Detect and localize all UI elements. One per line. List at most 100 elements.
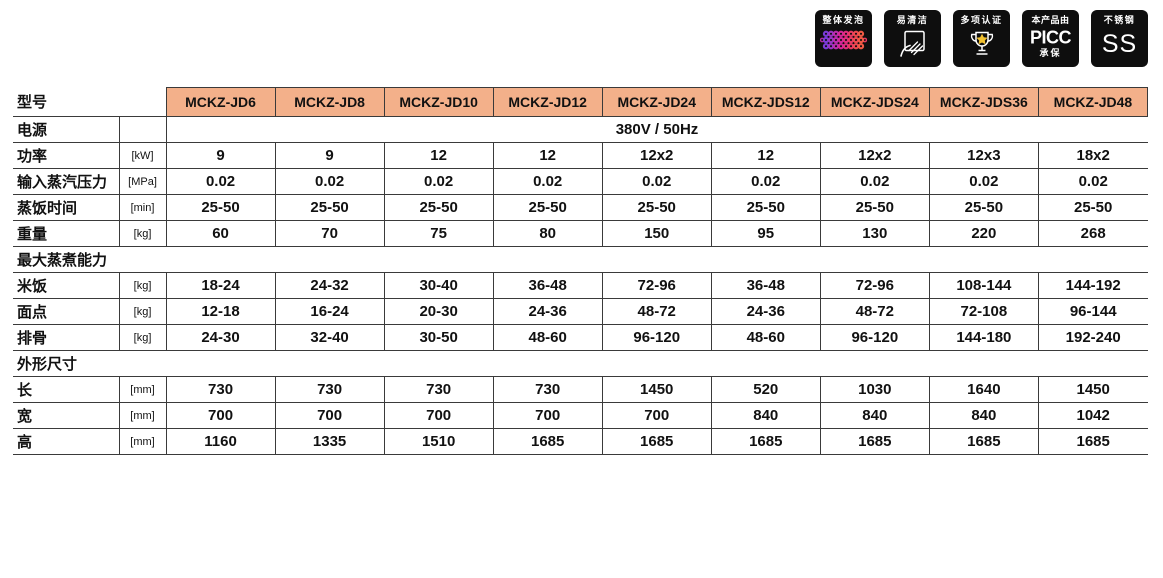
row-unit (118, 116, 167, 143)
cell-value: 700 (274, 402, 385, 429)
cell-value: 12 (710, 142, 821, 169)
cell-value: 25-50 (710, 194, 821, 221)
cell-value: 1450 (1037, 376, 1148, 403)
row-unit: [min] (118, 194, 167, 221)
row-label: 输入蒸汽压力 (13, 168, 119, 195)
table-row: 型号 MCKZ-JD6 MCKZ-JD8 MCKZ-JD10 MCKZ-JD12 MCKZ… (13, 87, 1149, 117)
cell-value: 0.02 (601, 168, 712, 195)
cell-value: 0.02 (274, 168, 385, 195)
wipe-clean-icon (899, 30, 925, 57)
cell-value: 12-18 (165, 298, 276, 325)
cell-value: 36-48 (492, 272, 603, 299)
spec-table: 型号 MCKZ-JD6 MCKZ-JD8 MCKZ-JD10 MCKZ-JD12 MCKZ… (13, 87, 1149, 455)
cell-value: 25-50 (928, 194, 1039, 221)
badge-stainless-steel: 不锈钢 SS (1091, 10, 1148, 67)
badge-certifications: 多项认证 (953, 10, 1010, 67)
table-row: 外形尺寸 (13, 350, 1148, 377)
cell-value: 1685 (710, 428, 821, 455)
cell-value: 0.02 (492, 168, 603, 195)
row-label: 高 (13, 428, 119, 455)
cell-value: 108-144 (928, 272, 1039, 299)
row-unit: [kW] (118, 142, 167, 169)
cell-value: 96-120 (601, 324, 712, 351)
cell-value: 96-120 (819, 324, 930, 351)
cell-value: 144-180 (928, 324, 1039, 351)
badge-label: 易清洁 (896, 15, 929, 25)
badge-picc-insurance: 本产品由 PICC 承保 (1022, 10, 1079, 67)
cell-value: 700 (383, 402, 494, 429)
row-label: 功率 (13, 142, 119, 169)
cell-value: 12x3 (928, 142, 1039, 169)
cell-value: 48-72 (819, 298, 930, 325)
cell-value: 0.02 (819, 168, 930, 195)
cell-value: 144-192 (1037, 272, 1148, 299)
cell-value: 25-50 (601, 194, 712, 221)
cell-value: 80 (492, 220, 603, 247)
cell-value: 220 (928, 220, 1039, 247)
cell-value: 1685 (928, 428, 1039, 455)
model-header-cell: MCKZ-JDS24 (819, 87, 930, 117)
cell-value: 25-50 (819, 194, 930, 221)
cell-value: 25-50 (492, 194, 603, 221)
row-unit: [mm] (118, 376, 167, 403)
cell-value: 36-48 (710, 272, 821, 299)
cell-value: 1685 (1037, 428, 1148, 455)
model-header-cell: MCKZ-JD10 (383, 87, 494, 117)
table-row: 排骨 [kg] 24-30 32-40 30-50 48-60 96-120 48-60 96-… (13, 324, 1148, 351)
cell-value: 0.02 (165, 168, 276, 195)
cell-value: 25-50 (1037, 194, 1148, 221)
badge-label: 不锈钢 (1103, 15, 1136, 25)
cell-value: 1685 (819, 428, 930, 455)
row-label: 米饭 (13, 272, 119, 299)
cell-value: 1042 (1037, 402, 1148, 429)
cell-value: 96-144 (1037, 298, 1148, 325)
table-row: 功率 [kW] 9 9 12 12 12x2 12 12x2 12x3 18x2 (13, 142, 1148, 169)
table-row: 长 [mm] 730 730 730 730 1450 520 1030 1640 1450 (13, 376, 1148, 403)
cell-value: 30-50 (383, 324, 494, 351)
cell-value: 1450 (601, 376, 712, 403)
cell-value: 840 (928, 402, 1039, 429)
cell-value: 20-30 (383, 298, 494, 325)
foam-dots-icon (820, 30, 867, 50)
cell-value: 9 (274, 142, 385, 169)
cell-value: 70 (274, 220, 385, 247)
cell-value: 60 (165, 220, 276, 247)
model-header-cell: MCKZ-JD12 (492, 87, 603, 117)
cell-value: 1160 (165, 428, 276, 455)
cell-value: 48-60 (710, 324, 821, 351)
cell-value: 72-108 (928, 298, 1039, 325)
badge-strip: 整体发泡 易清洁 (815, 10, 1148, 67)
table-row: 高 [mm] 1160 1335 1510 1685 1685 1685 1685 1685 168… (13, 428, 1148, 455)
cell-value: 24-30 (165, 324, 276, 351)
row-unit: [kg] (118, 272, 167, 299)
cell-value: 9 (165, 142, 276, 169)
model-header-cell: MCKZ-JD8 (274, 87, 385, 117)
badge-foam: 整体发泡 (815, 10, 872, 67)
cell-value: 700 (601, 402, 712, 429)
cell-value: 48-60 (492, 324, 603, 351)
row-label: 宽 (13, 402, 119, 429)
cell-value: 1030 (819, 376, 930, 403)
row-unit: [mm] (118, 402, 167, 429)
cell-value: 0.02 (383, 168, 494, 195)
table-row: 最大蒸煮能力 (13, 246, 1148, 273)
cell-value: 72-96 (601, 272, 712, 299)
cell-value: 0.02 (710, 168, 821, 195)
table-row: 宽 [mm] 700 700 700 700 700 840 840 840 1042 (13, 402, 1148, 429)
row-label: 蒸饭时间 (13, 194, 119, 221)
cell-value: 24-36 (492, 298, 603, 325)
cell-value: 150 (601, 220, 712, 247)
cell-value: 1335 (274, 428, 385, 455)
table-row: 输入蒸汽压力 [MPa] 0.02 0.02 0.02 0.02 0.02 0.02 0.02 0… (13, 168, 1148, 195)
cell-value: 25-50 (274, 194, 385, 221)
badge-label: 本产品由 (1031, 15, 1070, 25)
row-unit: [MPa] (118, 168, 167, 195)
cell-value: 520 (710, 376, 821, 403)
row-unit: [mm] (118, 428, 167, 455)
cell-value: 700 (492, 402, 603, 429)
badge-label: 多项认证 (960, 15, 1003, 25)
table-row: 面点 [kg] 12-18 16-24 20-30 24-36 48-72 24-36 48-7… (13, 298, 1148, 325)
row-label: 重量 (13, 220, 119, 247)
cell-value: 75 (383, 220, 494, 247)
